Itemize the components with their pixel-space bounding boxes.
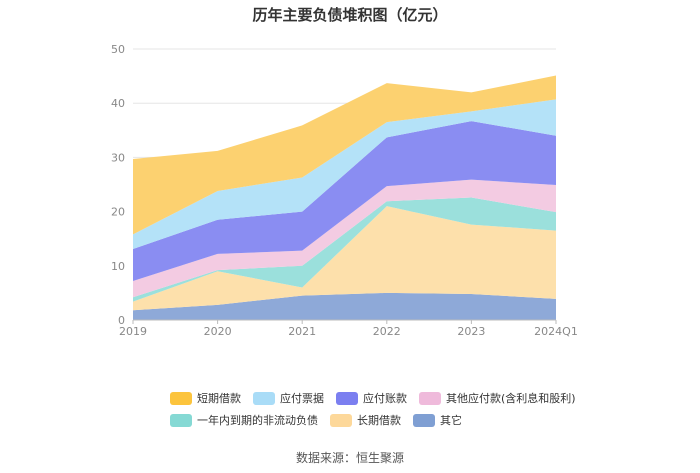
legend-item[interactable]: 长期借款 (330, 412, 401, 428)
legend-label: 其它 (440, 414, 462, 427)
legend-row-1: 短期借款 应付票据 应付账款 其他应付款(含利息和股利) (170, 388, 590, 408)
legend-item[interactable]: 应付票据 (253, 390, 324, 406)
chart-title: 历年主要负债堆积图（亿元） (252, 6, 448, 24)
area-series-2 (133, 197, 556, 302)
x-tick-label: 2020 (204, 325, 232, 338)
legend: 短期借款 应付票据 应付账款 其他应付款(含利息和股利) 一年内到期的非流动负债 长期借… (170, 388, 590, 432)
y-tick-label: 20 (111, 206, 125, 219)
y-tick-label: 30 (111, 151, 125, 164)
legend-label: 一年内到期的非流动负债 (197, 414, 318, 427)
x-tick-label: 2022 (373, 325, 401, 338)
legend-swatch (170, 413, 192, 427)
legend-swatch (413, 413, 435, 427)
source-note: 数据来源：恒生聚源 (295, 451, 404, 465)
area-series-5 (133, 99, 556, 249)
area-series-6 (133, 75, 556, 235)
legend-label: 其他应付款(含利息和股利) (446, 392, 576, 405)
x-tick-label: 2024Q1 (534, 325, 578, 338)
legend-item[interactable]: 其他应付款(含利息和股利) (419, 390, 576, 406)
legend-item[interactable]: 其它 (413, 412, 462, 428)
legend-swatch (419, 391, 441, 405)
area-series-3 (133, 179, 556, 298)
legend-swatch (336, 391, 358, 405)
legend-label: 长期借款 (357, 414, 401, 427)
legend-row-2: 一年内到期的非流动负债 长期借款 其它 (170, 410, 590, 430)
x-tick-label: 2023 (457, 325, 485, 338)
legend-label: 应付票据 (280, 392, 324, 405)
y-tick-label: 40 (111, 97, 125, 110)
y-tick-label: 10 (111, 260, 125, 273)
area-series-0 (133, 292, 556, 320)
area-series-4 (133, 121, 556, 281)
y-tick-label: 0 (118, 314, 125, 327)
x-tick-label: 2019 (119, 325, 147, 338)
legend-item[interactable]: 短期借款 (170, 390, 241, 406)
y-tick-label: 50 (111, 43, 125, 56)
legend-label: 应付账款 (363, 392, 407, 405)
legend-item[interactable]: 一年内到期的非流动负债 (170, 412, 318, 428)
legend-swatch (330, 413, 352, 427)
legend-label: 短期借款 (197, 392, 241, 405)
x-tick-label: 2021 (288, 325, 316, 338)
area-series-1 (133, 206, 556, 311)
legend-swatch (170, 391, 192, 405)
legend-item[interactable]: 应付账款 (336, 390, 407, 406)
legend-swatch (253, 391, 275, 405)
